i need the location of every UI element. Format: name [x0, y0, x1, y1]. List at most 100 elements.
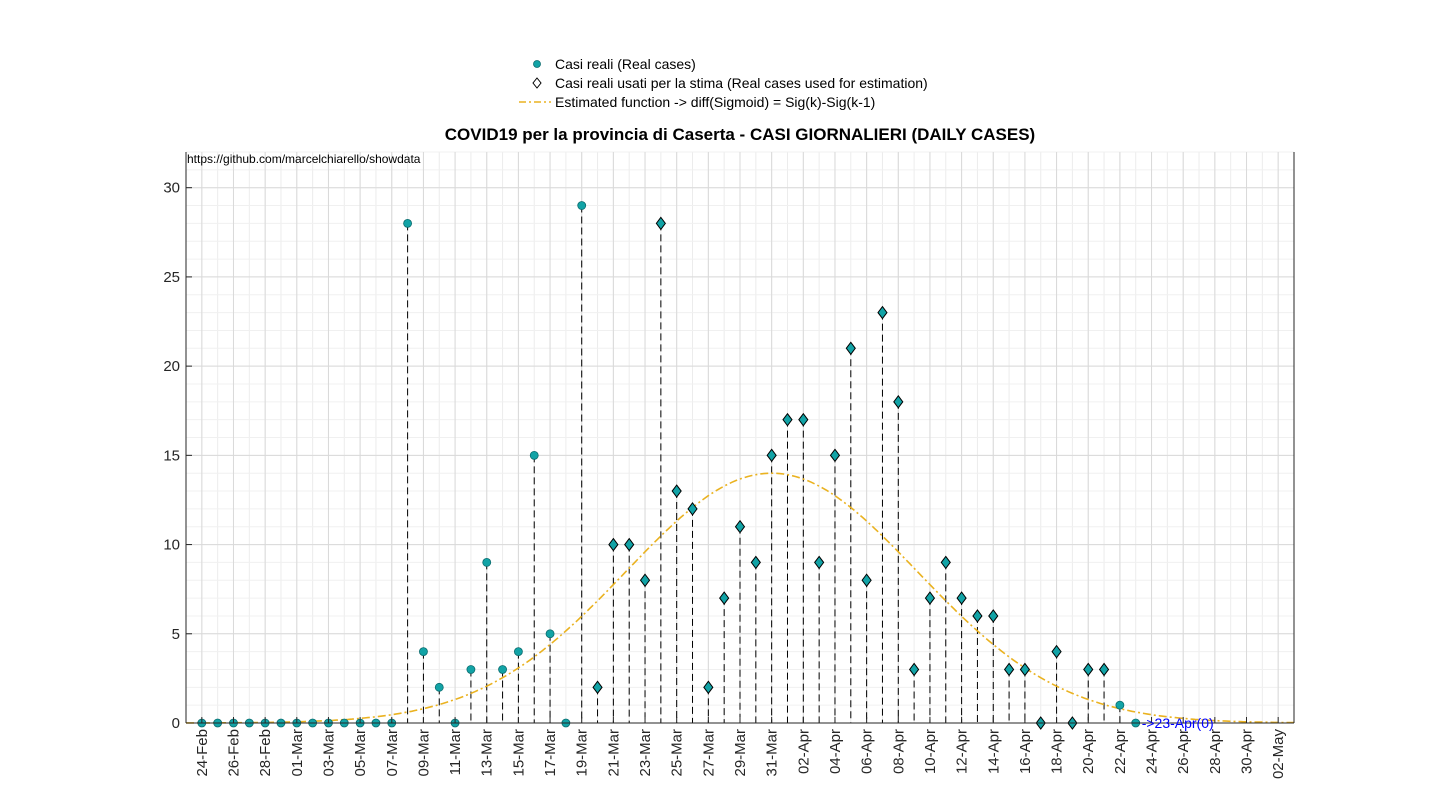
x-tick-label: 03-Mar [320, 729, 337, 777]
circle-marker [482, 558, 492, 567]
legend-diamond-icon [532, 77, 542, 89]
circle-marker [514, 647, 523, 657]
diamond-marker [703, 680, 714, 695]
x-tick-label: 13-Mar [479, 729, 496, 777]
x-tick-label: 14-Apr [985, 729, 1002, 774]
diamond-marker [734, 519, 746, 534]
x-tick-label: 04-Apr [827, 729, 844, 774]
x-tick-label: 21-Mar [605, 729, 622, 777]
diamond-marker [972, 609, 983, 623]
stem-lines [407, 205, 1121, 723]
diamond-marker [1019, 662, 1031, 677]
x-tick-label: 02-May [1270, 729, 1287, 780]
y-tick-label: 10 [163, 537, 180, 554]
data-markers [197, 201, 1141, 730]
legend-label-real: Casi reali (Real cases) [555, 56, 696, 72]
diamond-marker [845, 341, 856, 356]
y-tick-label: 5 [172, 626, 180, 643]
y-tick-label: 30 [163, 180, 180, 197]
x-tick-label: 22-Apr [1112, 729, 1129, 774]
x-tick-label: 31-Mar [764, 729, 781, 777]
diamond-marker [956, 591, 967, 605]
y-tick-label: 0 [172, 715, 180, 732]
diamond-marker [608, 537, 619, 552]
x-tick-labels: 24-Feb 26-Feb 28-Feb 01-Mar 03-Mar 05-Mar 07-M… [194, 729, 1287, 780]
diamond-marker [908, 662, 920, 677]
diamond-marker [719, 591, 730, 605]
x-tick-label: 19-Mar [574, 729, 591, 777]
x-tick-label: 30-Apr [1239, 729, 1256, 774]
x-tick-label: 15-Mar [510, 729, 527, 777]
diamond-marker [655, 216, 666, 231]
y-tick-label: 25 [163, 269, 180, 286]
circle-marker [419, 647, 428, 657]
x-tick-label: 29-Mar [732, 729, 749, 777]
x-tick-label: 10-Apr [922, 729, 939, 774]
x-tick-label: 23-Mar [637, 729, 654, 777]
source-url: https://github.com/marcelchiarello/showd… [187, 152, 421, 166]
x-tick-label: 25-Mar [669, 729, 686, 777]
diamond-marker [1051, 644, 1062, 659]
diamond-marker [782, 412, 793, 427]
diamond-marker [592, 680, 603, 695]
diamond-marker [1003, 662, 1015, 677]
circle-marker [529, 450, 539, 460]
diamond-marker [1098, 662, 1110, 677]
diamond-marker [940, 555, 951, 570]
circle-marker [466, 665, 476, 674]
x-tick-label: 06-Apr [859, 729, 876, 774]
diamond-marker [924, 591, 936, 605]
last-date-annotation: ->23-Apr(0) [1142, 715, 1214, 731]
x-tick-label: 12-Apr [954, 729, 971, 774]
legend-label-used: Casi reali usati per la stima (Real case… [555, 75, 928, 91]
fit-curve [186, 472, 1294, 724]
legend: Casi reali (Real cases) Casi reali usati… [519, 56, 928, 110]
diamond-marker [687, 502, 698, 516]
x-tick-label: 01-Mar [289, 729, 306, 777]
y-tick-label: 15 [163, 447, 180, 464]
diamond-marker [877, 305, 888, 320]
circle-marker [498, 665, 507, 674]
diamond-marker [988, 609, 999, 623]
legend-label-fit: Estimated function -> diff(Sigmoid) = Si… [555, 94, 875, 110]
x-tick-label: 07-Mar [384, 729, 401, 777]
legend-circle-icon [533, 60, 541, 68]
circle-marker [577, 201, 587, 210]
diamond-marker [671, 484, 682, 498]
fit-curve-group [186, 472, 1294, 724]
y-tick-label: 20 [163, 358, 180, 375]
circle-marker [403, 218, 413, 228]
diamond-marker [639, 573, 651, 588]
diamond-marker [1083, 662, 1094, 677]
x-tick-label: 24-Feb [194, 729, 211, 777]
x-tick-label: 28-Apr [1207, 729, 1224, 774]
diamond-marker [750, 555, 761, 570]
x-tick-label: 05-Mar [352, 729, 369, 777]
x-tick-label: 24-Apr [1144, 729, 1161, 774]
circle-marker [545, 629, 555, 639]
x-tick-label: 08-Apr [890, 729, 907, 774]
diamond-marker [861, 573, 872, 588]
x-tick-label: 26-Feb [225, 729, 242, 777]
x-tick-label: 18-Apr [1049, 729, 1066, 774]
diamond-marker [829, 448, 841, 463]
x-tick-label: 11-Mar [447, 729, 464, 775]
diamond-marker [766, 448, 777, 463]
diamond-marker [893, 394, 904, 409]
x-tick-label: 28-Feb [257, 729, 274, 777]
x-tick-label: 16-Apr [1017, 729, 1034, 774]
x-tick-label: 20-Apr [1080, 729, 1097, 774]
x-tick-label: 27-Mar [700, 729, 717, 777]
x-tick-label: 02-Apr [795, 729, 812, 774]
x-tick-label: 17-Mar [542, 729, 559, 777]
circle-marker [1115, 700, 1125, 710]
diamond-marker [814, 555, 825, 570]
axes [185, 152, 1295, 724]
chart-title: COVID19 per la provincia di Caserta - CA… [445, 125, 1035, 144]
diamond-marker [624, 537, 635, 552]
diamond-marker [798, 412, 809, 427]
x-tick-label: 26-Apr [1175, 729, 1192, 774]
circle-marker [434, 682, 444, 692]
y-tick-labels: 0 5 10 15 20 25 30 [163, 180, 180, 732]
